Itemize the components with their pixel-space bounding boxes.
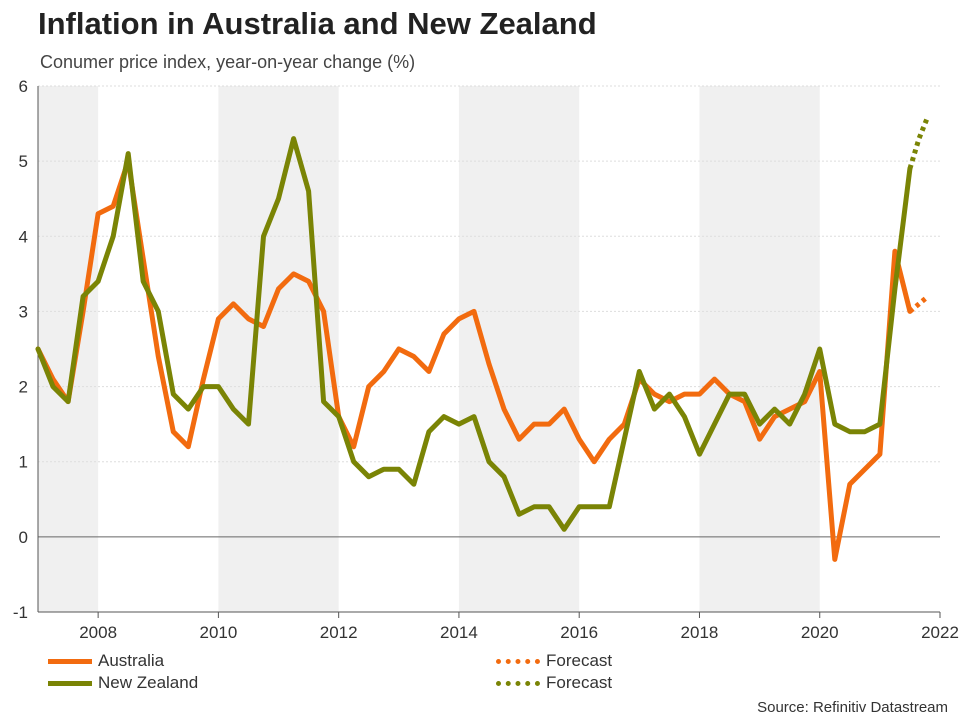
x-tick-label-2022: 2022 [921,623,959,642]
x-tick-label-2008: 2008 [79,623,117,642]
series-lines [35,115,931,562]
x-tick-label-2010: 2010 [199,623,237,642]
x-tick-label-2012: 2012 [320,623,358,642]
legend-forecast-australia: Forecast [496,651,612,671]
source-note: Source: Refinitiv Datastream [757,699,948,716]
x-tick-label-2016: 2016 [560,623,598,642]
y-tick-label-6: 6 [19,77,28,96]
forecast-line-new-zealand [907,115,931,170]
legend-australia: Australia [48,651,164,671]
chart-subtitle: Conumer price index, year-on-year change… [40,52,416,72]
y-tick-label-2: 2 [19,378,28,397]
y-tick-label-4: 4 [19,227,28,246]
x-axis-ticks: 2008 2010 2012 2014 2016 2018 2020 2022 [79,612,959,642]
series-line-new-zealand [35,136,913,532]
shaded-band-3 [699,86,820,612]
x-tick-label-2014: 2014 [440,623,478,642]
legend-swatch-forecast-new-zealand [496,680,540,686]
y-tick-label--1: -1 [13,603,28,622]
legend-swatch-australia [48,658,92,664]
y-tick-label-3: 3 [19,302,28,321]
y-tick-label-5: 5 [19,152,28,171]
x-tick-label-2018: 2018 [681,623,719,642]
legend-label-forecast-australia: Forecast [546,651,613,670]
legend-label-new-zealand: New Zealand [98,673,199,692]
legend-label-forecast-new-zealand: Forecast [546,673,613,692]
y-tick-label-0: 0 [19,528,28,547]
shaded-band-2 [458,86,580,612]
x-tick-label-2020: 2020 [801,623,839,642]
legend-forecast-new-zealand: Forecast [496,673,612,693]
legend-label-australia: Australia [98,651,165,670]
chart-title: Inflation in Australia and New Zealand [38,6,597,41]
legend-swatch-forecast-australia [496,658,540,664]
legend-swatch-new-zealand [48,680,92,686]
legend-new-zealand: New Zealand [48,673,198,693]
y-axis-ticks: -1 0 1 2 3 4 5 6 [13,77,28,622]
series-line-australia [35,158,913,562]
shaded-band-0 [38,86,99,612]
forecast-line-australia [908,294,930,314]
y-tick-label-1: 1 [19,453,28,472]
